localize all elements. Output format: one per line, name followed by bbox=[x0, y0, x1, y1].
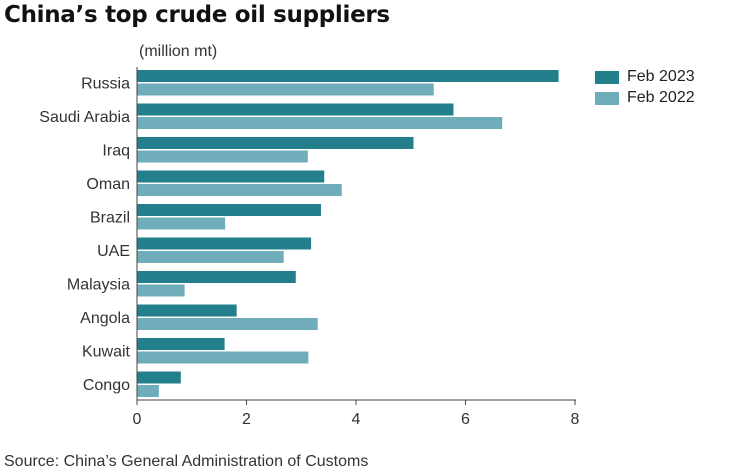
category-label-kuwait: Kuwait bbox=[82, 343, 131, 360]
x-tick-label-6: 6 bbox=[461, 411, 470, 428]
x-tick-label-0: 0 bbox=[133, 411, 142, 428]
legend-label-2023: Feb 2023 bbox=[627, 68, 695, 85]
unit-label: (million mt) bbox=[139, 43, 218, 60]
bar-uae-feb-2023 bbox=[137, 237, 312, 250]
category-label-congo: Congo bbox=[83, 377, 130, 394]
bar-russia-feb-2023 bbox=[137, 70, 559, 82]
x-tick-label-2: 2 bbox=[242, 411, 251, 428]
category-label-angola: Angola bbox=[80, 310, 130, 327]
legend-item-2022: Feb 2022 bbox=[595, 88, 695, 108]
legend-item-2023: Feb 2023 bbox=[595, 67, 695, 87]
bar-angola-feb-2022 bbox=[137, 318, 318, 330]
category-label-uae: UAE bbox=[97, 243, 130, 260]
category-label-iraq: Iraq bbox=[102, 142, 130, 159]
category-label-russia: Russia bbox=[81, 75, 130, 92]
bar-brazil-feb-2022 bbox=[137, 217, 226, 230]
bar-iraq-feb-2023 bbox=[137, 137, 414, 149]
bar-russia-feb-2022 bbox=[137, 83, 434, 96]
bar-oman-feb-2023 bbox=[137, 170, 325, 183]
bar-saudi-arabia-feb-2023 bbox=[137, 103, 454, 116]
category-label-brazil: Brazil bbox=[90, 209, 130, 226]
bar-oman-feb-2022 bbox=[137, 184, 342, 196]
x-tick-label-4: 4 bbox=[352, 411, 361, 428]
bar-brazil-feb-2023 bbox=[137, 204, 321, 216]
bar-angola-feb-2023 bbox=[137, 304, 237, 317]
bar-saudi-arabia-feb-2022 bbox=[137, 117, 503, 129]
category-label-saudi-arabia: Saudi Arabia bbox=[39, 109, 130, 126]
bar-malaysia-feb-2023 bbox=[137, 271, 296, 283]
bar-congo-feb-2023 bbox=[137, 371, 181, 384]
category-label-malaysia: Malaysia bbox=[67, 276, 130, 293]
bar-kuwait-feb-2023 bbox=[137, 338, 225, 350]
source-note: Source: China’s General Administration o… bbox=[4, 453, 369, 470]
bar-uae-feb-2022 bbox=[137, 251, 284, 263]
category-label-oman: Oman bbox=[86, 176, 130, 193]
legend-label-2022: Feb 2022 bbox=[627, 89, 695, 106]
bar-iraq-feb-2022 bbox=[137, 150, 308, 163]
chart-title: China’s top crude oil suppliers bbox=[4, 2, 390, 28]
legend-swatch-2022 bbox=[595, 91, 619, 105]
legend: Feb 2023 Feb 2022 bbox=[595, 67, 695, 109]
legend-swatch-2023 bbox=[595, 70, 619, 84]
bar-kuwait-feb-2022 bbox=[137, 351, 309, 364]
x-tick-label-8: 8 bbox=[571, 411, 580, 428]
bar-congo-feb-2022 bbox=[137, 385, 159, 397]
bar-malaysia-feb-2022 bbox=[137, 284, 185, 297]
